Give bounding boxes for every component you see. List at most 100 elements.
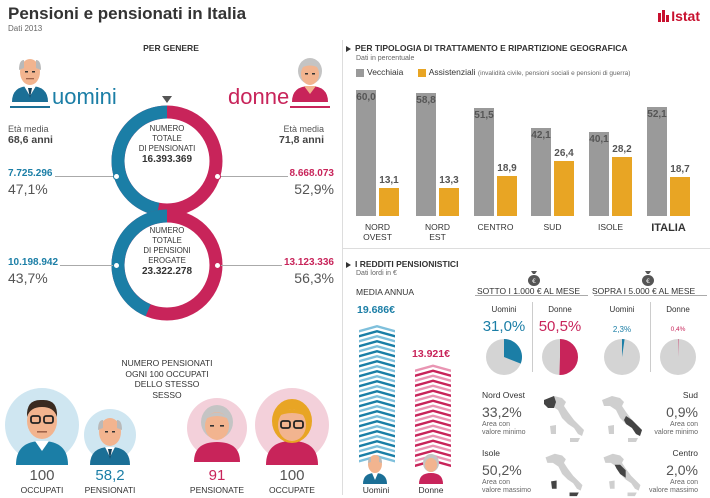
bar-assistenziali bbox=[379, 188, 399, 216]
istat-logo: Istat bbox=[658, 8, 700, 24]
typology-section-title: PER TIPOLOGIA DI TRATTAMENTO E RIPARTIZI… bbox=[346, 43, 627, 53]
desc-line: Area con bbox=[669, 421, 698, 428]
above-max-desc: Area con valore massimo bbox=[649, 479, 698, 495]
column-divider bbox=[532, 302, 533, 372]
income-men-value: 19.686€ bbox=[357, 304, 395, 316]
pie-slice bbox=[622, 339, 625, 357]
arrow-right-icon bbox=[346, 45, 351, 52]
ratio-line: DELLO STESSO bbox=[134, 379, 200, 389]
leader-line bbox=[8, 265, 116, 266]
ratio-text: NUMERO PENSIONATI OGNI 100 OCCUPATI DELL… bbox=[100, 358, 234, 400]
occupati-men-value: 100 bbox=[29, 467, 55, 484]
bar-value-label: 42,1 bbox=[531, 129, 551, 141]
donut1-total: 16.393.369 bbox=[141, 154, 193, 165]
men-underline bbox=[10, 106, 50, 108]
leader-dot bbox=[113, 173, 120, 180]
desc-line: Area con bbox=[482, 479, 511, 486]
bar-value-label: 58,8 bbox=[416, 94, 436, 106]
donut2-men-value: 10.198.942 bbox=[8, 257, 61, 268]
italy-map-isole-icon bbox=[545, 453, 583, 497]
above-women-pie bbox=[660, 339, 696, 375]
leader-dot bbox=[214, 262, 221, 269]
leader-line bbox=[218, 176, 334, 177]
below-min-pct: 33,2% bbox=[482, 404, 522, 420]
donut2-women-pct: 56,3% bbox=[294, 270, 334, 286]
bar-value-label: 26,4 bbox=[554, 147, 574, 159]
above-women-pct: 0,4% bbox=[670, 326, 686, 333]
below-title: SOTTO I 1.000 € AL MESE bbox=[477, 286, 580, 296]
page-title: Pensioni e pensionati in Italia bbox=[8, 4, 247, 23]
bar-value-label: 13,3 bbox=[439, 175, 459, 187]
bar-vecchiaia bbox=[474, 107, 494, 216]
leader-dot bbox=[113, 262, 120, 269]
ratio-line: OGNI 100 OCCUPATI bbox=[125, 368, 209, 379]
bar-assistenziali bbox=[554, 160, 574, 216]
men-arc bbox=[111, 105, 168, 216]
income-men-bar bbox=[359, 325, 395, 463]
category-label: ISOLE bbox=[597, 222, 624, 232]
bar-vecchiaia bbox=[647, 106, 667, 216]
above-men-pie bbox=[604, 339, 640, 375]
below-max-desc: Area con valore massimo bbox=[482, 479, 531, 495]
below-men-pct: 31,0% bbox=[482, 318, 526, 335]
vertical-divider bbox=[342, 40, 343, 495]
men-age-label: Età media bbox=[8, 124, 49, 134]
bar-vecchiaia bbox=[531, 127, 551, 216]
category-label: ITALIA bbox=[651, 222, 686, 234]
above-min-region: Sud bbox=[682, 390, 698, 400]
typology-title-text: PER TIPOLOGIA DI TRATTAMENTO E RIPARTIZI… bbox=[355, 43, 628, 53]
bar-value-label: 60,0 bbox=[356, 92, 376, 103]
ratio-line: NUMERO PENSIONATI bbox=[121, 358, 213, 368]
occupata-woman-avatar-icon bbox=[255, 388, 329, 465]
woman-mini-avatar-icon bbox=[419, 454, 443, 484]
italy-map-sud-icon bbox=[602, 396, 642, 442]
bar-value-label: 52,1 bbox=[647, 108, 667, 120]
income-title-text: I REDDITI PENSIONISTICI bbox=[355, 259, 459, 269]
pensionati-men-label: PENSIONATI bbox=[84, 485, 136, 495]
horizontal-divider bbox=[342, 248, 710, 249]
bar-assistenziali bbox=[497, 176, 517, 216]
bar-value-label: 18,9 bbox=[497, 163, 517, 175]
income-section-title: I REDDITI PENSIONISTICI bbox=[346, 259, 458, 269]
below-women-pct: 50,5% bbox=[538, 318, 582, 335]
italy-map-nord-ovest-icon bbox=[544, 396, 584, 442]
desc-line: valore massimo bbox=[648, 487, 698, 494]
income-women-label: Donne bbox=[418, 485, 444, 495]
ratio-line: SESSO bbox=[152, 389, 182, 400]
bar-value-label: 13,1 bbox=[379, 175, 399, 187]
legend-assistenziali: Assistenziali bbox=[428, 67, 476, 77]
category-label: NORD OVEST bbox=[363, 222, 392, 242]
men-age-value: 68,6 anni bbox=[8, 134, 53, 146]
bar-vecchiaia bbox=[416, 92, 436, 216]
legend-swatch bbox=[356, 68, 364, 77]
bar-value-label: 28,2 bbox=[612, 143, 632, 155]
income-note: Dati lordi in € bbox=[356, 270, 397, 277]
above-title: SOPRA I 5.000 € AL MESE bbox=[592, 286, 696, 296]
man-avatar-icon bbox=[12, 59, 48, 102]
income-bars-3d bbox=[359, 325, 451, 467]
donut2-total: 23.322.278 bbox=[141, 266, 193, 277]
above-women-label: Donne bbox=[666, 305, 690, 314]
desc-line: Area con bbox=[669, 479, 698, 486]
occupati-men-label: OCCUPATI bbox=[20, 485, 64, 495]
donut1-center: NUMERO TOTALE DI PENSIONATI 16.393.369 bbox=[127, 124, 207, 165]
below-women-label: Donne bbox=[548, 305, 572, 314]
woman-avatar-icon bbox=[292, 58, 328, 102]
logo-bars-icon bbox=[658, 10, 670, 22]
donut1-men-pct: 47,1% bbox=[8, 181, 48, 197]
above-min-desc: Area con valore minimo bbox=[654, 421, 698, 437]
leader-dot bbox=[214, 173, 221, 180]
pie-slice bbox=[504, 339, 522, 364]
legend-assistenziali-note: (invalidità civile, pensioni sociali e p… bbox=[477, 70, 631, 77]
leader-line bbox=[8, 176, 116, 177]
logo-text: Istat bbox=[671, 8, 700, 24]
page-subtitle: Dati 2013 bbox=[8, 24, 43, 33]
below-men-label: Uomini bbox=[491, 305, 517, 314]
money-bag-icon: € bbox=[528, 271, 540, 286]
pensionate-women-label: PENSIONATE bbox=[189, 485, 245, 495]
category-label: CENTRO bbox=[477, 222, 514, 232]
below-min-desc: Area con valore minimo bbox=[482, 421, 526, 437]
donut1-men-value: 7.725.296 bbox=[8, 168, 55, 179]
above-men-pct: 2,3% bbox=[612, 325, 632, 334]
men-arc bbox=[111, 209, 168, 317]
